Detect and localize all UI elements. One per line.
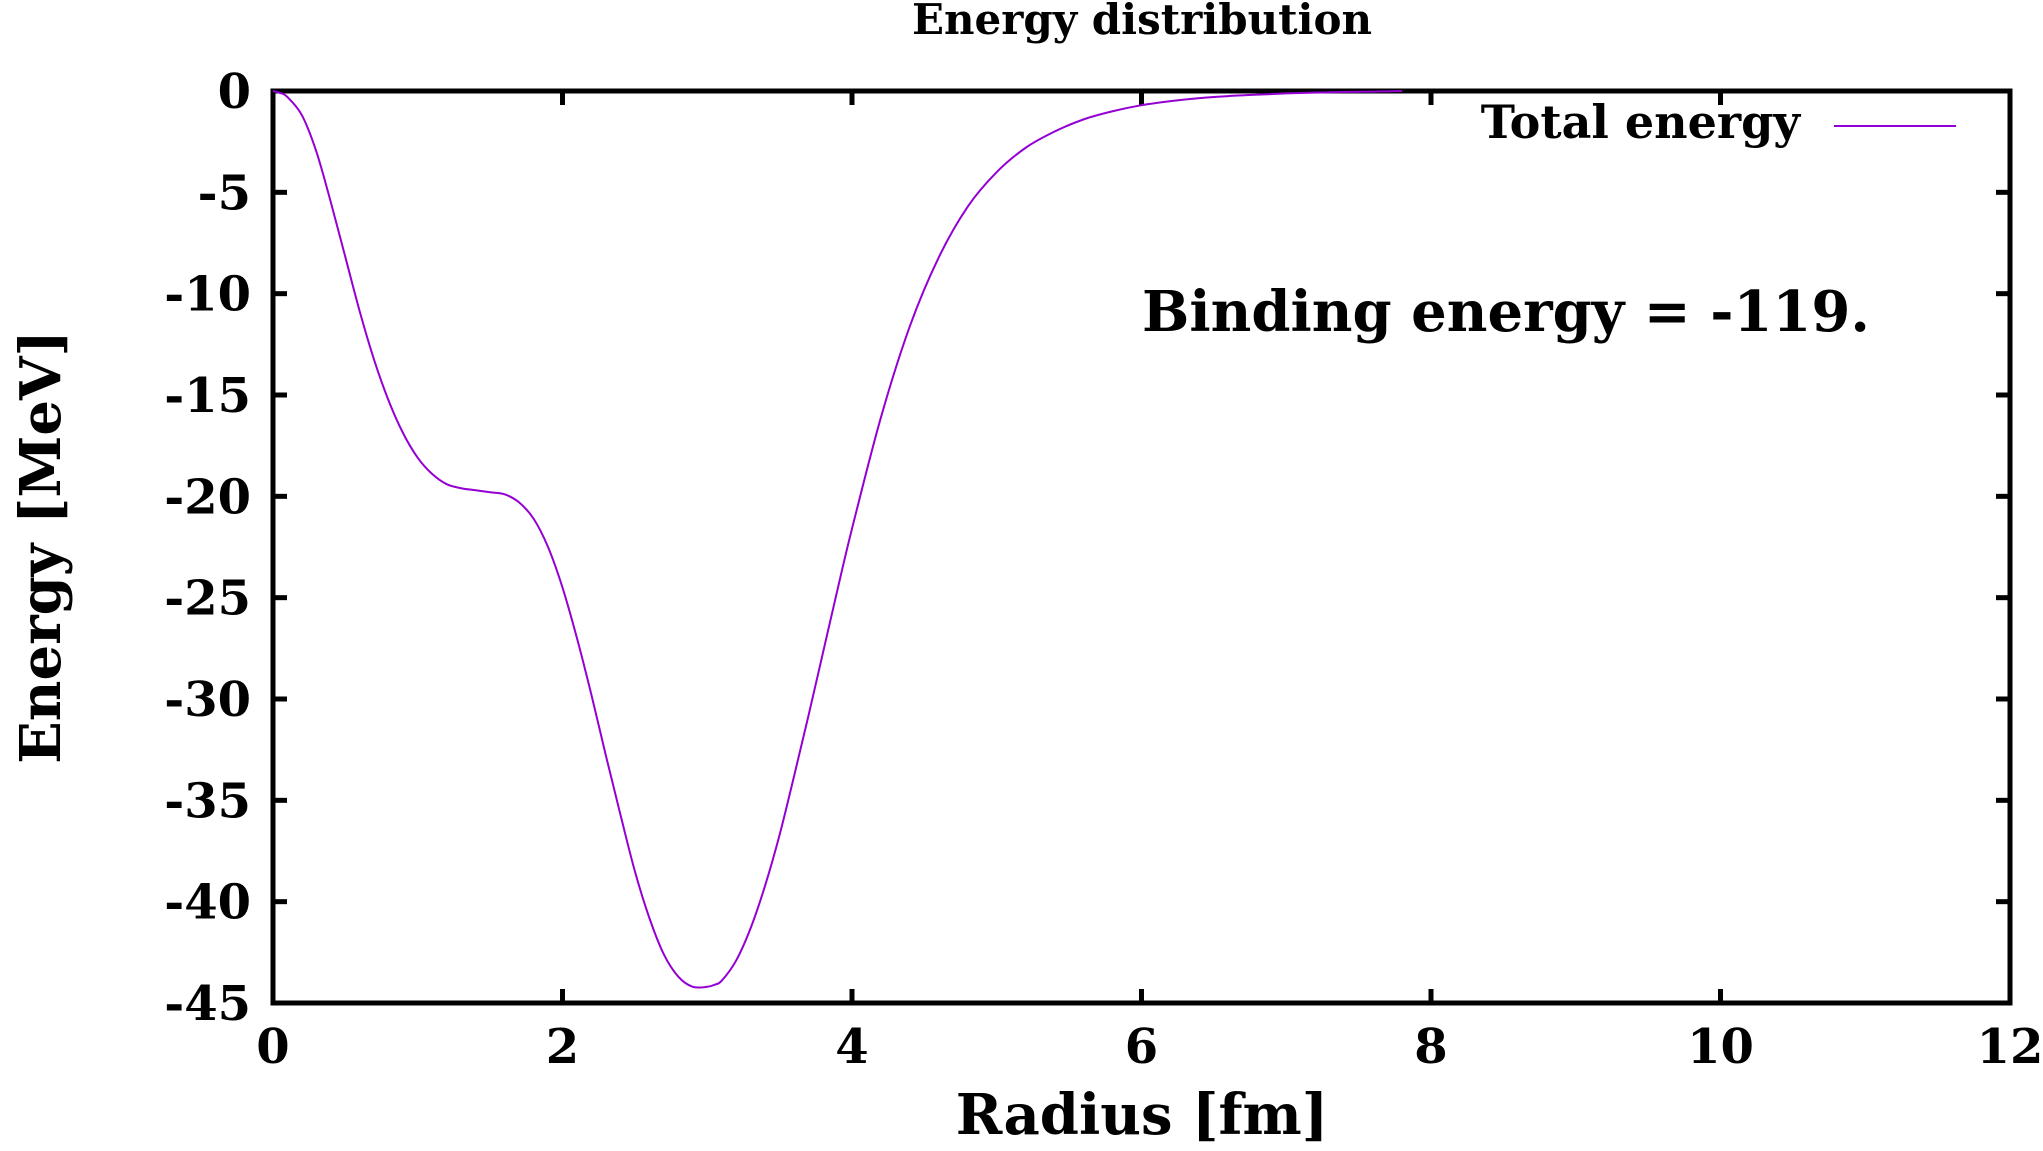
- legend-label: Total energy: [1481, 95, 1802, 149]
- y-tick-label: 0: [218, 64, 251, 120]
- x-axis-ticks: 0 2 4 6 8 10 12: [256, 91, 2043, 1075]
- y-tick-label: -30: [164, 672, 251, 728]
- x-tick-label: 10: [1687, 1019, 1754, 1075]
- x-axis-label: Radius [fm]: [956, 1082, 1329, 1148]
- plot-frame: [270, 88, 2013, 1006]
- x-tick-label: 12: [1977, 1019, 2043, 1075]
- chart-title: Energy distribution: [912, 0, 1372, 44]
- x-tick-label: 2: [546, 1019, 579, 1075]
- y-tick-label: -10: [164, 267, 251, 323]
- y-tick-label: -35: [164, 773, 251, 829]
- y-tick-label: -45: [164, 976, 251, 1032]
- y-tick-label: -5: [198, 165, 251, 221]
- y-tick-label: -25: [164, 571, 251, 627]
- y-tick-label: -40: [164, 875, 251, 931]
- y-axis-ticks: 0 -5 -10 -15 -20 -25 -30 -35 -40 -45: [164, 64, 2010, 1032]
- binding-energy-annotation: Binding energy = -119.: [1142, 279, 1870, 345]
- total-energy-line: [272, 90, 1403, 989]
- y-axis-label: Energy [MeV]: [8, 330, 74, 764]
- x-tick-label: 8: [1414, 1019, 1447, 1075]
- x-tick-label: 6: [1125, 1019, 1158, 1075]
- x-tick-label: 4: [835, 1019, 868, 1075]
- x-tick-label: 0: [256, 1019, 289, 1075]
- y-tick-label: -20: [164, 469, 251, 525]
- y-tick-label: -15: [164, 368, 251, 424]
